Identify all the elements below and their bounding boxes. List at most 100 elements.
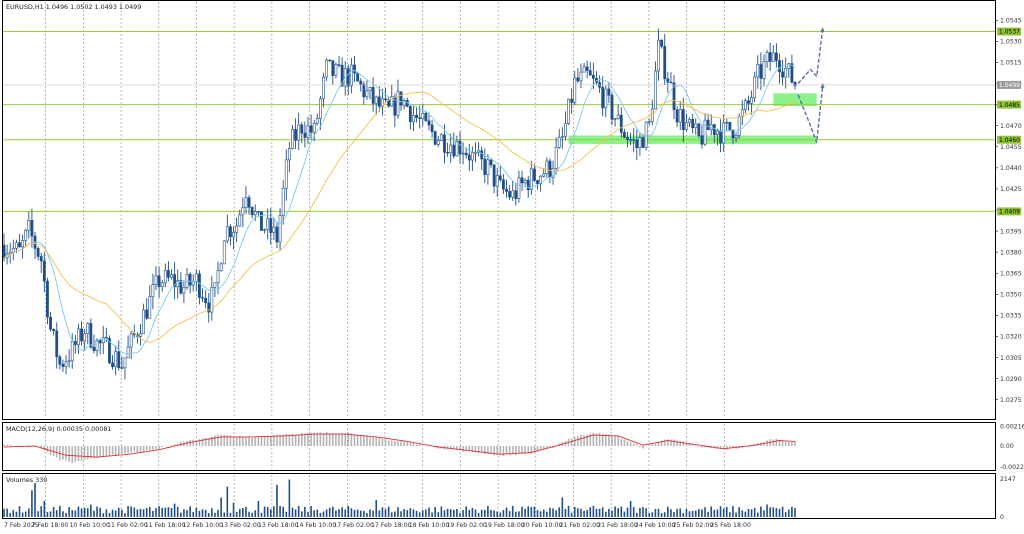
candle-body	[526, 179, 530, 191]
candle-body	[148, 296, 152, 319]
candle-body	[514, 190, 518, 199]
candle-body	[229, 226, 232, 238]
candle-body	[80, 328, 83, 342]
level-price-tag	[997, 27, 1021, 36]
candle-body	[728, 122, 732, 131]
candle-body	[222, 240, 226, 265]
candle-body	[685, 122, 688, 130]
candle-body	[390, 96, 394, 107]
price-axis: 1.05451.05301.05151.05001.04851.04701.04…	[3, 17, 1024, 521]
time-label: 13 Feb 02:00	[220, 522, 261, 529]
candle-body	[787, 63, 791, 69]
candle-body	[123, 357, 127, 369]
candle-body	[421, 112, 425, 119]
candle-body	[613, 118, 617, 120]
candle-body	[334, 64, 338, 76]
candle-body	[312, 122, 316, 133]
candle-body	[253, 211, 257, 216]
candle-body	[49, 316, 52, 330]
candle-body	[281, 187, 285, 216]
candle-body	[790, 63, 794, 83]
candle-body	[669, 81, 673, 84]
candle-body	[716, 130, 719, 136]
candle-body	[719, 130, 722, 144]
candle-body	[743, 100, 747, 110]
candle-body	[11, 247, 15, 253]
price-tick-label: 1.0335	[1000, 313, 1022, 320]
candle-body	[387, 99, 391, 107]
candle-body	[505, 188, 508, 192]
candle-body	[77, 328, 80, 346]
candle-body	[92, 346, 96, 351]
candle-body	[765, 52, 769, 63]
candle-body	[768, 52, 772, 62]
candle-body	[238, 214, 242, 227]
macd-tick-label: 0.00	[1000, 443, 1014, 450]
candle-body	[548, 160, 552, 178]
price-tick-label: 1.0275	[1000, 397, 1022, 404]
time-label: 25 Feb 18:00	[710, 522, 751, 529]
price-tick-label: 1.0470	[1000, 123, 1022, 130]
price-tick-label: 1.0290	[1000, 376, 1022, 383]
candle-body	[672, 82, 676, 110]
candle-body	[778, 60, 781, 73]
candle-body	[185, 273, 189, 288]
candle-body	[291, 129, 294, 149]
volume-title: Volumes 330	[6, 476, 47, 484]
candle-body	[117, 351, 121, 369]
candle-body	[309, 125, 313, 133]
candle-body	[681, 109, 685, 130]
candle-body	[8, 251, 12, 255]
candle-body	[350, 64, 353, 87]
candle-body	[700, 135, 704, 145]
candle-body	[604, 88, 608, 109]
candle-body	[641, 137, 645, 148]
candle-body	[89, 323, 93, 348]
candle-body	[616, 114, 620, 119]
candle-body	[111, 362, 114, 367]
level-price-tag-label: 1.0460	[999, 137, 1020, 144]
price-tick-label: 1.0350	[1000, 292, 1022, 299]
candle-body	[182, 287, 186, 294]
time-label: 17 Feb 02:00	[333, 522, 374, 529]
price-tick-label: 1.0455	[1000, 144, 1022, 151]
candle-body	[418, 117, 422, 119]
price-tick-label: 1.0515	[1000, 60, 1022, 67]
candle-body	[368, 87, 372, 92]
candle-body	[126, 346, 130, 359]
candle-body	[263, 229, 266, 231]
candle-body	[638, 137, 642, 149]
horizontal-levels	[3, 31, 995, 212]
candle-body	[337, 64, 341, 66]
candle-body	[486, 159, 490, 175]
macd-tick-label: 0.00216	[1000, 423, 1024, 430]
candle-body	[2, 244, 6, 259]
forecast-path	[797, 83, 824, 143]
candle-body	[55, 330, 59, 358]
time-label: 14 Feb 10:00	[296, 522, 337, 529]
candle-body	[464, 152, 468, 156]
candle-body	[306, 125, 310, 138]
candle-body	[663, 45, 667, 80]
level-price-tag-label: 1.0485	[999, 102, 1020, 109]
candle-body	[377, 96, 381, 107]
candle-body	[70, 341, 74, 362]
candle-body	[694, 123, 698, 129]
candle-body	[129, 333, 133, 348]
candle-body	[201, 297, 204, 299]
candle-body	[213, 282, 217, 288]
candle-body	[198, 273, 201, 298]
candle-body	[36, 248, 40, 257]
candle-body	[536, 180, 539, 184]
candle-body	[235, 225, 239, 233]
candle-body	[300, 124, 304, 134]
candle-body	[356, 72, 360, 82]
volume-panel-frame	[2, 473, 996, 519]
candle-body	[353, 64, 356, 74]
time-label: 7 Feb 2025	[4, 522, 39, 529]
candle-body	[412, 114, 415, 123]
level-price-tag-label: 1.0537	[999, 29, 1020, 36]
candle-body	[582, 66, 586, 73]
candle-body	[163, 270, 167, 284]
